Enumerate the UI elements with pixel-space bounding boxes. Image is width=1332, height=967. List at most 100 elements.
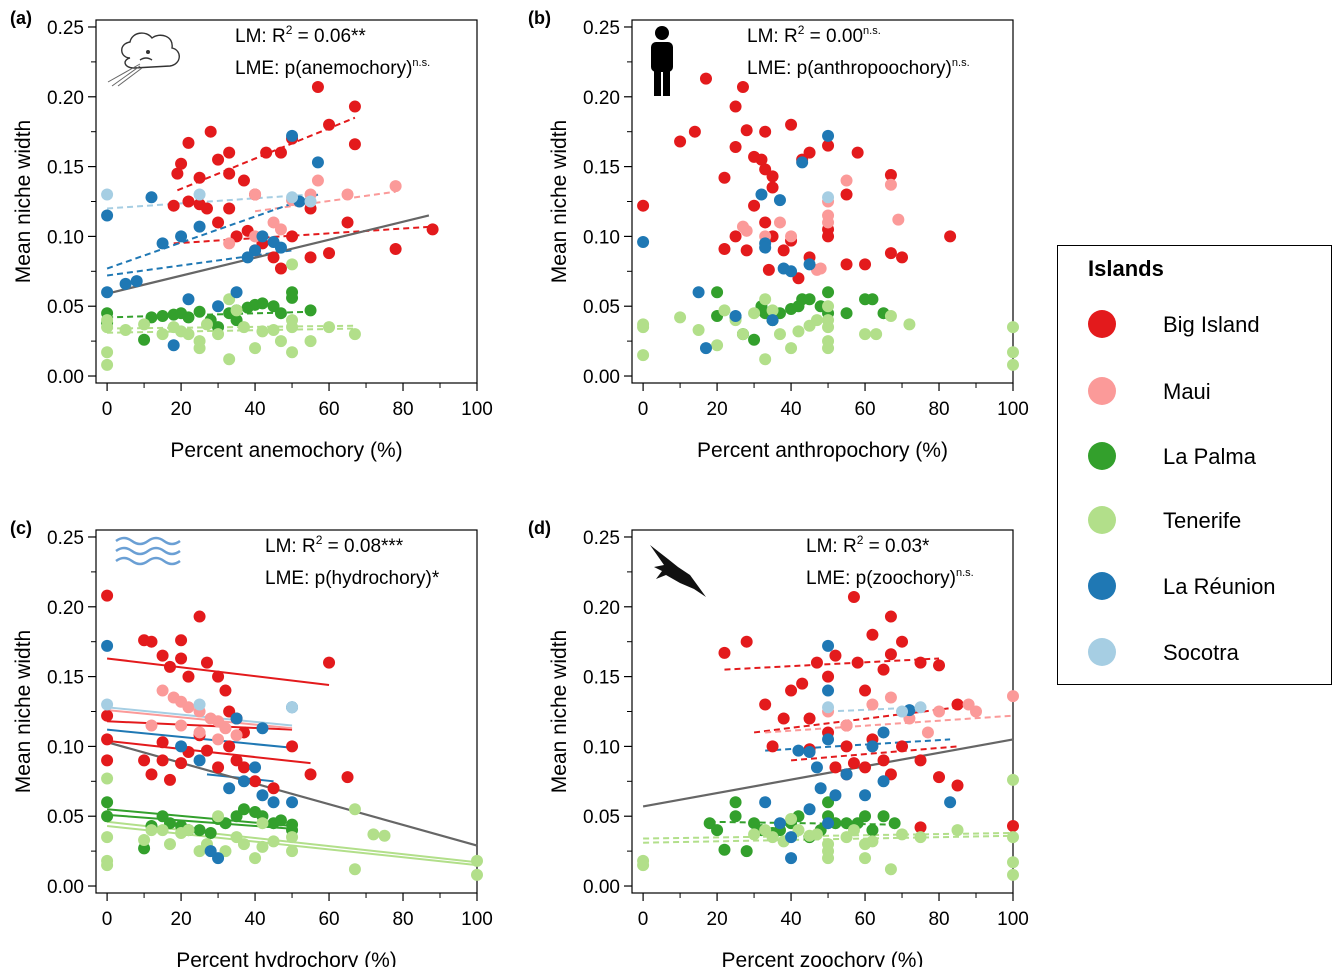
point-la-reunion [699, 342, 712, 355]
x-axis-label: Percent anemochory (%) [170, 439, 402, 462]
lme-stat-text: LME: p(anemochory) [235, 58, 412, 79]
point-tenerife [249, 342, 262, 355]
point-big-island [884, 610, 897, 623]
point-la-reunion [145, 191, 158, 204]
point-tenerife [748, 307, 761, 320]
trend-line-socotra [107, 193, 311, 210]
point-la-palma [729, 810, 742, 823]
point-tenerife [101, 772, 114, 785]
point-maui [933, 705, 946, 718]
point-tenerife [884, 309, 897, 322]
point-la-reunion [822, 733, 835, 746]
point-big-island [766, 740, 779, 753]
point-socotra [896, 705, 909, 718]
legend-swatch-socotra [1088, 638, 1116, 666]
trend-line-big-island [173, 225, 433, 245]
point-big-island [182, 195, 195, 208]
trend-line-la-palma [709, 820, 895, 826]
point-maui [230, 729, 243, 742]
point-maui [773, 216, 786, 229]
point-tenerife [766, 304, 779, 317]
point-big-island [175, 157, 188, 170]
point-tenerife [212, 810, 225, 823]
point-big-island [688, 125, 701, 138]
point-tenerife [822, 300, 835, 313]
point-la-reunion [130, 275, 143, 288]
point-big-island [1007, 819, 1019, 832]
lme-stat: LME: p(hydrochory)* [265, 568, 440, 589]
point-la-reunion [829, 789, 842, 802]
point-la-reunion [822, 129, 835, 142]
point-big-island [274, 146, 287, 159]
point-la-reunion [167, 339, 180, 352]
point-la-reunion [237, 775, 250, 788]
point-big-island [755, 153, 768, 166]
point-big-island [718, 646, 731, 659]
point-tenerife [286, 314, 299, 327]
point-big-island [237, 174, 250, 187]
point-tenerife [1007, 346, 1019, 359]
point-big-island [389, 242, 402, 255]
point-big-island [884, 247, 897, 260]
trend-line-overall [106, 741, 478, 847]
legend-item-la-reunion: La Réunion [1088, 566, 1328, 606]
point-tenerife [156, 328, 169, 341]
point-tenerife [249, 852, 262, 865]
point-big-island [766, 170, 779, 183]
lme-stat: LME: p(zoochory)n.s. [806, 567, 974, 589]
point-big-island [847, 757, 860, 770]
point-tenerife [182, 824, 195, 837]
x-axis-label: Percent zoochory (%) [722, 949, 924, 967]
point-big-island [200, 202, 213, 215]
person-icon [651, 26, 673, 96]
y-tick-label: 0.05 [583, 807, 620, 828]
point-big-island [884, 168, 897, 181]
point-big-island [748, 199, 761, 212]
point-la-reunion [175, 230, 188, 243]
point-la-palma [729, 796, 742, 809]
point-la-reunion [193, 754, 206, 767]
x-tick-label: 80 [928, 399, 949, 420]
point-la-reunion [182, 293, 195, 306]
point-big-island [796, 677, 809, 690]
legend-label-la-reunion: La Réunion [1163, 574, 1276, 599]
point-tenerife [810, 314, 823, 327]
point-la-reunion [814, 782, 827, 795]
point-la-palma [286, 286, 299, 299]
point-big-island [163, 773, 176, 786]
point-maui [212, 733, 225, 746]
legend-title: Islands [1088, 256, 1164, 281]
point-la-palma [859, 810, 872, 823]
x-tick-label: 0 [638, 399, 649, 420]
point-la-palma [877, 810, 890, 823]
point-maui [311, 174, 324, 187]
point-big-island [736, 81, 749, 94]
x-tick-label: 0 [638, 909, 649, 930]
point-tenerife [1007, 831, 1019, 844]
point-tenerife [718, 304, 731, 317]
point-tenerife [286, 258, 299, 271]
point-maui [223, 237, 236, 250]
point-big-island [163, 660, 176, 673]
point-big-island [223, 146, 236, 159]
point-la-reunion [803, 745, 816, 758]
y-tick-label: 0.00 [583, 877, 620, 898]
x-tick-label: 80 [392, 399, 413, 420]
point-tenerife [156, 824, 169, 837]
point-maui [840, 719, 853, 732]
point-big-island [759, 216, 772, 229]
legend-item-la-palma: La Palma [1088, 436, 1328, 476]
point-tenerife [896, 828, 909, 841]
legend-label-la-palma: La Palma [1163, 444, 1256, 469]
point-la-reunion [256, 722, 269, 735]
point-la-palma [866, 824, 879, 837]
point-la-palma [156, 309, 169, 322]
x-tick-label: 60 [318, 399, 339, 420]
point-la-reunion [859, 789, 872, 802]
point-big-island [237, 761, 250, 774]
panel-c: 0 20 40 60 80 100 0.00 0.05 0.10 0.15 0.20 0.25 Perc… [10, 518, 493, 967]
point-tenerife [286, 845, 299, 858]
point-tenerife [1007, 868, 1019, 881]
panel-label: (a) [10, 8, 32, 28]
point-tenerife [859, 328, 872, 341]
